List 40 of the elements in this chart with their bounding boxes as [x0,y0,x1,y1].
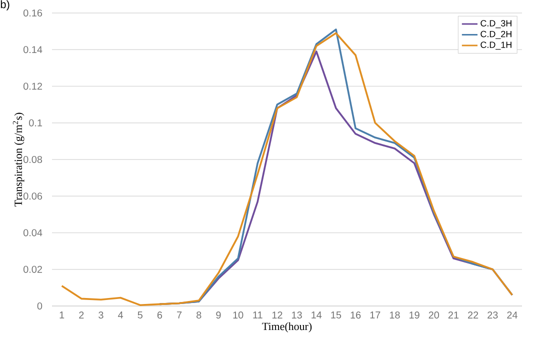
y-tick-label: 0.04 [23,229,42,236]
x-tick-label: 23 [488,312,498,319]
x-tick-label: 14 [312,312,322,318]
y-tick-label: 0.12 [23,82,42,90]
x-tick-label: 3 [98,312,104,319]
y-axis-title: Transpiration (g/m$^{2}$s) [12,112,24,206]
y-tick-label: 0.16 [23,9,42,17]
x-tick-label: 16 [350,312,361,319]
legend-label: C.D_3H [480,20,512,28]
y-tick-label: 0.08 [23,156,42,164]
x-tick-label: 5 [138,312,142,318]
x-tick-label: 18 [390,312,400,319]
y-tick-label: 0.06 [23,192,42,200]
x-tick-label: 8 [196,312,202,319]
line-series [60,32,514,306]
x-tick-label: 4 [118,312,124,318]
y-tick-label: 0.02 [23,266,42,273]
legend-label: C.D_1H [480,42,512,50]
x-tick-label: 7 [177,312,182,318]
x-tick-label: 9 [216,312,221,319]
x-tick-label: 10 [233,312,244,319]
text: b) [0,0,10,10]
x-tick-label: 21 [448,312,459,318]
x-tick-label: 11 [253,312,262,318]
x-tick-label: 24 [507,312,518,318]
y-tick-label: 0.1 [29,119,42,126]
x-tick-label: 17 [370,312,380,318]
legend-label: C.D_2H [480,30,512,39]
x-tick-label: 22 [468,312,478,318]
x-axis-title: Time(hour) [262,322,312,332]
x-tick-label: 15 [331,312,342,318]
x-tick-label: 13 [292,312,302,319]
y-tick-label: 0 [37,302,42,310]
x-tick-label: 1 [60,312,64,318]
x-tick-label: 2 [79,312,84,318]
y-tick-label: 0.14 [23,46,42,54]
x-tick-label: 19 [410,312,420,319]
x-tick-label: 6 [157,312,162,319]
x-tick-label: 12 [272,312,282,318]
x-tick-label: 20 [428,312,440,319]
